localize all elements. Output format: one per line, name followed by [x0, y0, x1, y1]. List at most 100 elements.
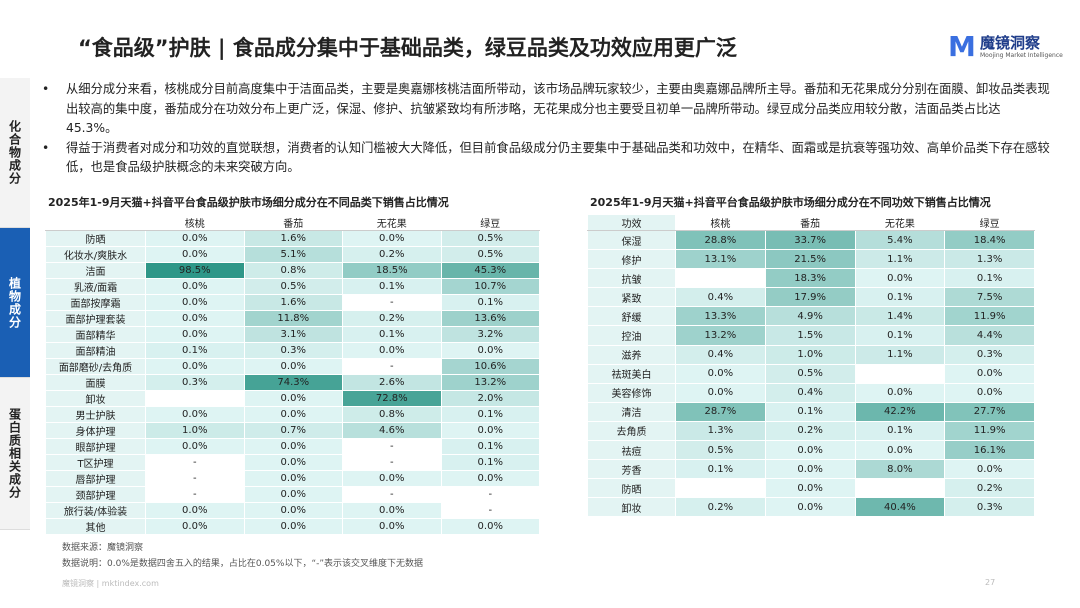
cell: 0.0% — [854, 440, 946, 461]
row: 卸妆 0.0% 72.8% 2.0% — [45, 390, 540, 407]
cell: 0.0% — [243, 454, 343, 471]
row-label: 保湿 — [587, 229, 676, 251]
row: 颈部护理 -0.0% - - — [45, 486, 540, 503]
cell: 0.0% — [243, 406, 343, 423]
cell: 5.1% — [243, 246, 343, 263]
logo: M 魔镜洞察 Moojing Market Intelligence — [948, 30, 1063, 63]
row-label: 芳香 — [587, 459, 676, 480]
row: 男士护肤 0.0% 0.0% 0.8% 0.1% — [45, 406, 540, 423]
row-label: 美容修饰 — [587, 382, 676, 403]
cell: 0.0% — [342, 470, 442, 487]
cell: 0.5% — [440, 230, 540, 247]
cell: 0.5% — [675, 440, 766, 461]
cell: 13.6% — [440, 310, 540, 327]
cell: 0.0% — [944, 363, 1035, 384]
cell: 4.4% — [944, 325, 1035, 346]
cell: 0.0% — [145, 518, 245, 535]
column-header: 番茄 — [243, 214, 343, 231]
cell: 0.0% — [440, 422, 540, 439]
column-header: 核桃 — [675, 214, 766, 231]
cell: 27.7% — [944, 401, 1035, 422]
cell: 1.6% — [243, 294, 343, 311]
cell: 4.6% — [342, 422, 442, 439]
cell — [854, 478, 946, 499]
row: 抗皱 18.3% 0.0% 0.1% — [587, 268, 1035, 289]
header-row: 核桃 番茄 无花果 绿豆 — [45, 214, 540, 231]
cell: 0.0% — [243, 486, 343, 503]
cell: 0.0% — [342, 518, 442, 535]
column-header — [45, 214, 146, 231]
cell: 0.0% — [440, 470, 540, 487]
row: 卸妆 0.2% 0.0% 40.4% 0.3% — [587, 497, 1035, 518]
row-label: 紧致 — [587, 287, 676, 308]
row: 防晒 0.0% 1.6% 0.0% 0.5% — [45, 230, 540, 247]
table-title: 2025年1-9月天猫+抖音平台食品级护肤市场细分成分在不同品类下销售占比情况 — [48, 196, 449, 209]
cell: 0.1% — [944, 268, 1035, 289]
cell: 42.2% — [854, 401, 946, 422]
row: 美容修饰 0.0% 0.4% 0.0% 0.0% — [587, 382, 1035, 403]
cell: 74.3% — [243, 374, 343, 391]
cell: - — [342, 454, 442, 471]
cell: 0.1% — [854, 325, 946, 346]
cell: 28.8% — [675, 229, 766, 251]
cell: 0.3% — [944, 344, 1035, 365]
cell: 0.1% — [440, 406, 540, 423]
cell: 0.7% — [243, 422, 343, 439]
cell: 33.7% — [764, 229, 856, 251]
cell: 0.4% — [764, 382, 856, 403]
cell: 11.8% — [243, 310, 343, 327]
cell: 0.0% — [342, 502, 442, 519]
cell: 0.0% — [145, 278, 245, 295]
table-title: 2025年1-9月天猫+抖音平台食品级护肤市场细分成分在不同功效下销售占比情况 — [590, 196, 991, 209]
tab[interactable]: 化合物成分 — [0, 78, 30, 228]
cell: 0.2% — [764, 420, 856, 442]
cell: 72.8% — [342, 390, 442, 407]
cell: 1.1% — [854, 249, 946, 270]
cell: 0.3% — [145, 374, 245, 391]
cell: 0.5% — [764, 363, 856, 384]
cell: 7.5% — [944, 287, 1035, 308]
cell: 21.5% — [764, 249, 856, 270]
row: 去角质 1.3% 0.2% 0.1% 11.9% — [587, 420, 1035, 442]
row-label: 其他 — [45, 518, 146, 535]
cell: 0.4% — [675, 287, 766, 308]
cell: 0.0% — [764, 440, 856, 461]
cell: 0.1% — [440, 454, 540, 471]
cell: 0.1% — [675, 459, 766, 480]
note: 数据说明：0.0%是数据四舍五入的结果，占比在0.05%以下，“-”表示该交叉维… — [62, 559, 424, 569]
row: 洁面 98.5% 0.8% 18.5% 45.3% — [45, 262, 540, 279]
cell: 0.0% — [764, 497, 856, 518]
row-label: T区护理 — [45, 454, 146, 471]
cell: 13.2% — [675, 325, 766, 346]
cell: 0.0% — [145, 326, 245, 343]
tab-active[interactable]: 植物成分 — [0, 228, 30, 378]
row-label: 修护 — [587, 249, 676, 270]
tab[interactable]: 蛋白质相关成分 — [0, 378, 30, 530]
cell: 0.1% — [854, 420, 946, 442]
row: T区护理 -0.0% -0.1% — [45, 454, 540, 471]
column-header: 番茄 — [764, 214, 856, 231]
cell: 1.3% — [675, 420, 766, 442]
header-row: 功效 核桃 番茄 无花果 绿豆 — [587, 214, 1035, 231]
row: 祛痘 0.5% 0.0% 0.0% 16.1% — [587, 440, 1035, 461]
cell: 0.0% — [145, 502, 245, 519]
cell: 0.0% — [675, 382, 766, 403]
cell: 0.2% — [342, 246, 442, 263]
cell: 0.3% — [243, 342, 343, 359]
cell: 0.0% — [145, 294, 245, 311]
row: 化妆水/爽肤水 0.0% 5.1% 0.2% 0.5% — [45, 246, 540, 263]
cell: 0.0% — [243, 502, 343, 519]
cell: 0.0% — [145, 358, 245, 375]
cell: 10.7% — [440, 278, 540, 295]
cell: 13.1% — [675, 249, 766, 270]
row-label: 防晒 — [45, 230, 146, 247]
cell: 1.5% — [764, 325, 856, 346]
logo-text: 魔镜洞察 — [980, 34, 1041, 52]
row: 乳液/面霜 0.0% 0.5% 0.1% 10.7% — [45, 278, 540, 295]
row-label: 抗皱 — [587, 268, 676, 289]
cell: 0.1% — [854, 287, 946, 308]
cell: 18.3% — [764, 268, 856, 289]
row-label: 祛斑美白 — [587, 363, 676, 384]
row-label: 控油 — [587, 325, 676, 346]
row: 面部精华 0.0% 3.1% 0.1% 3.2% — [45, 326, 540, 343]
